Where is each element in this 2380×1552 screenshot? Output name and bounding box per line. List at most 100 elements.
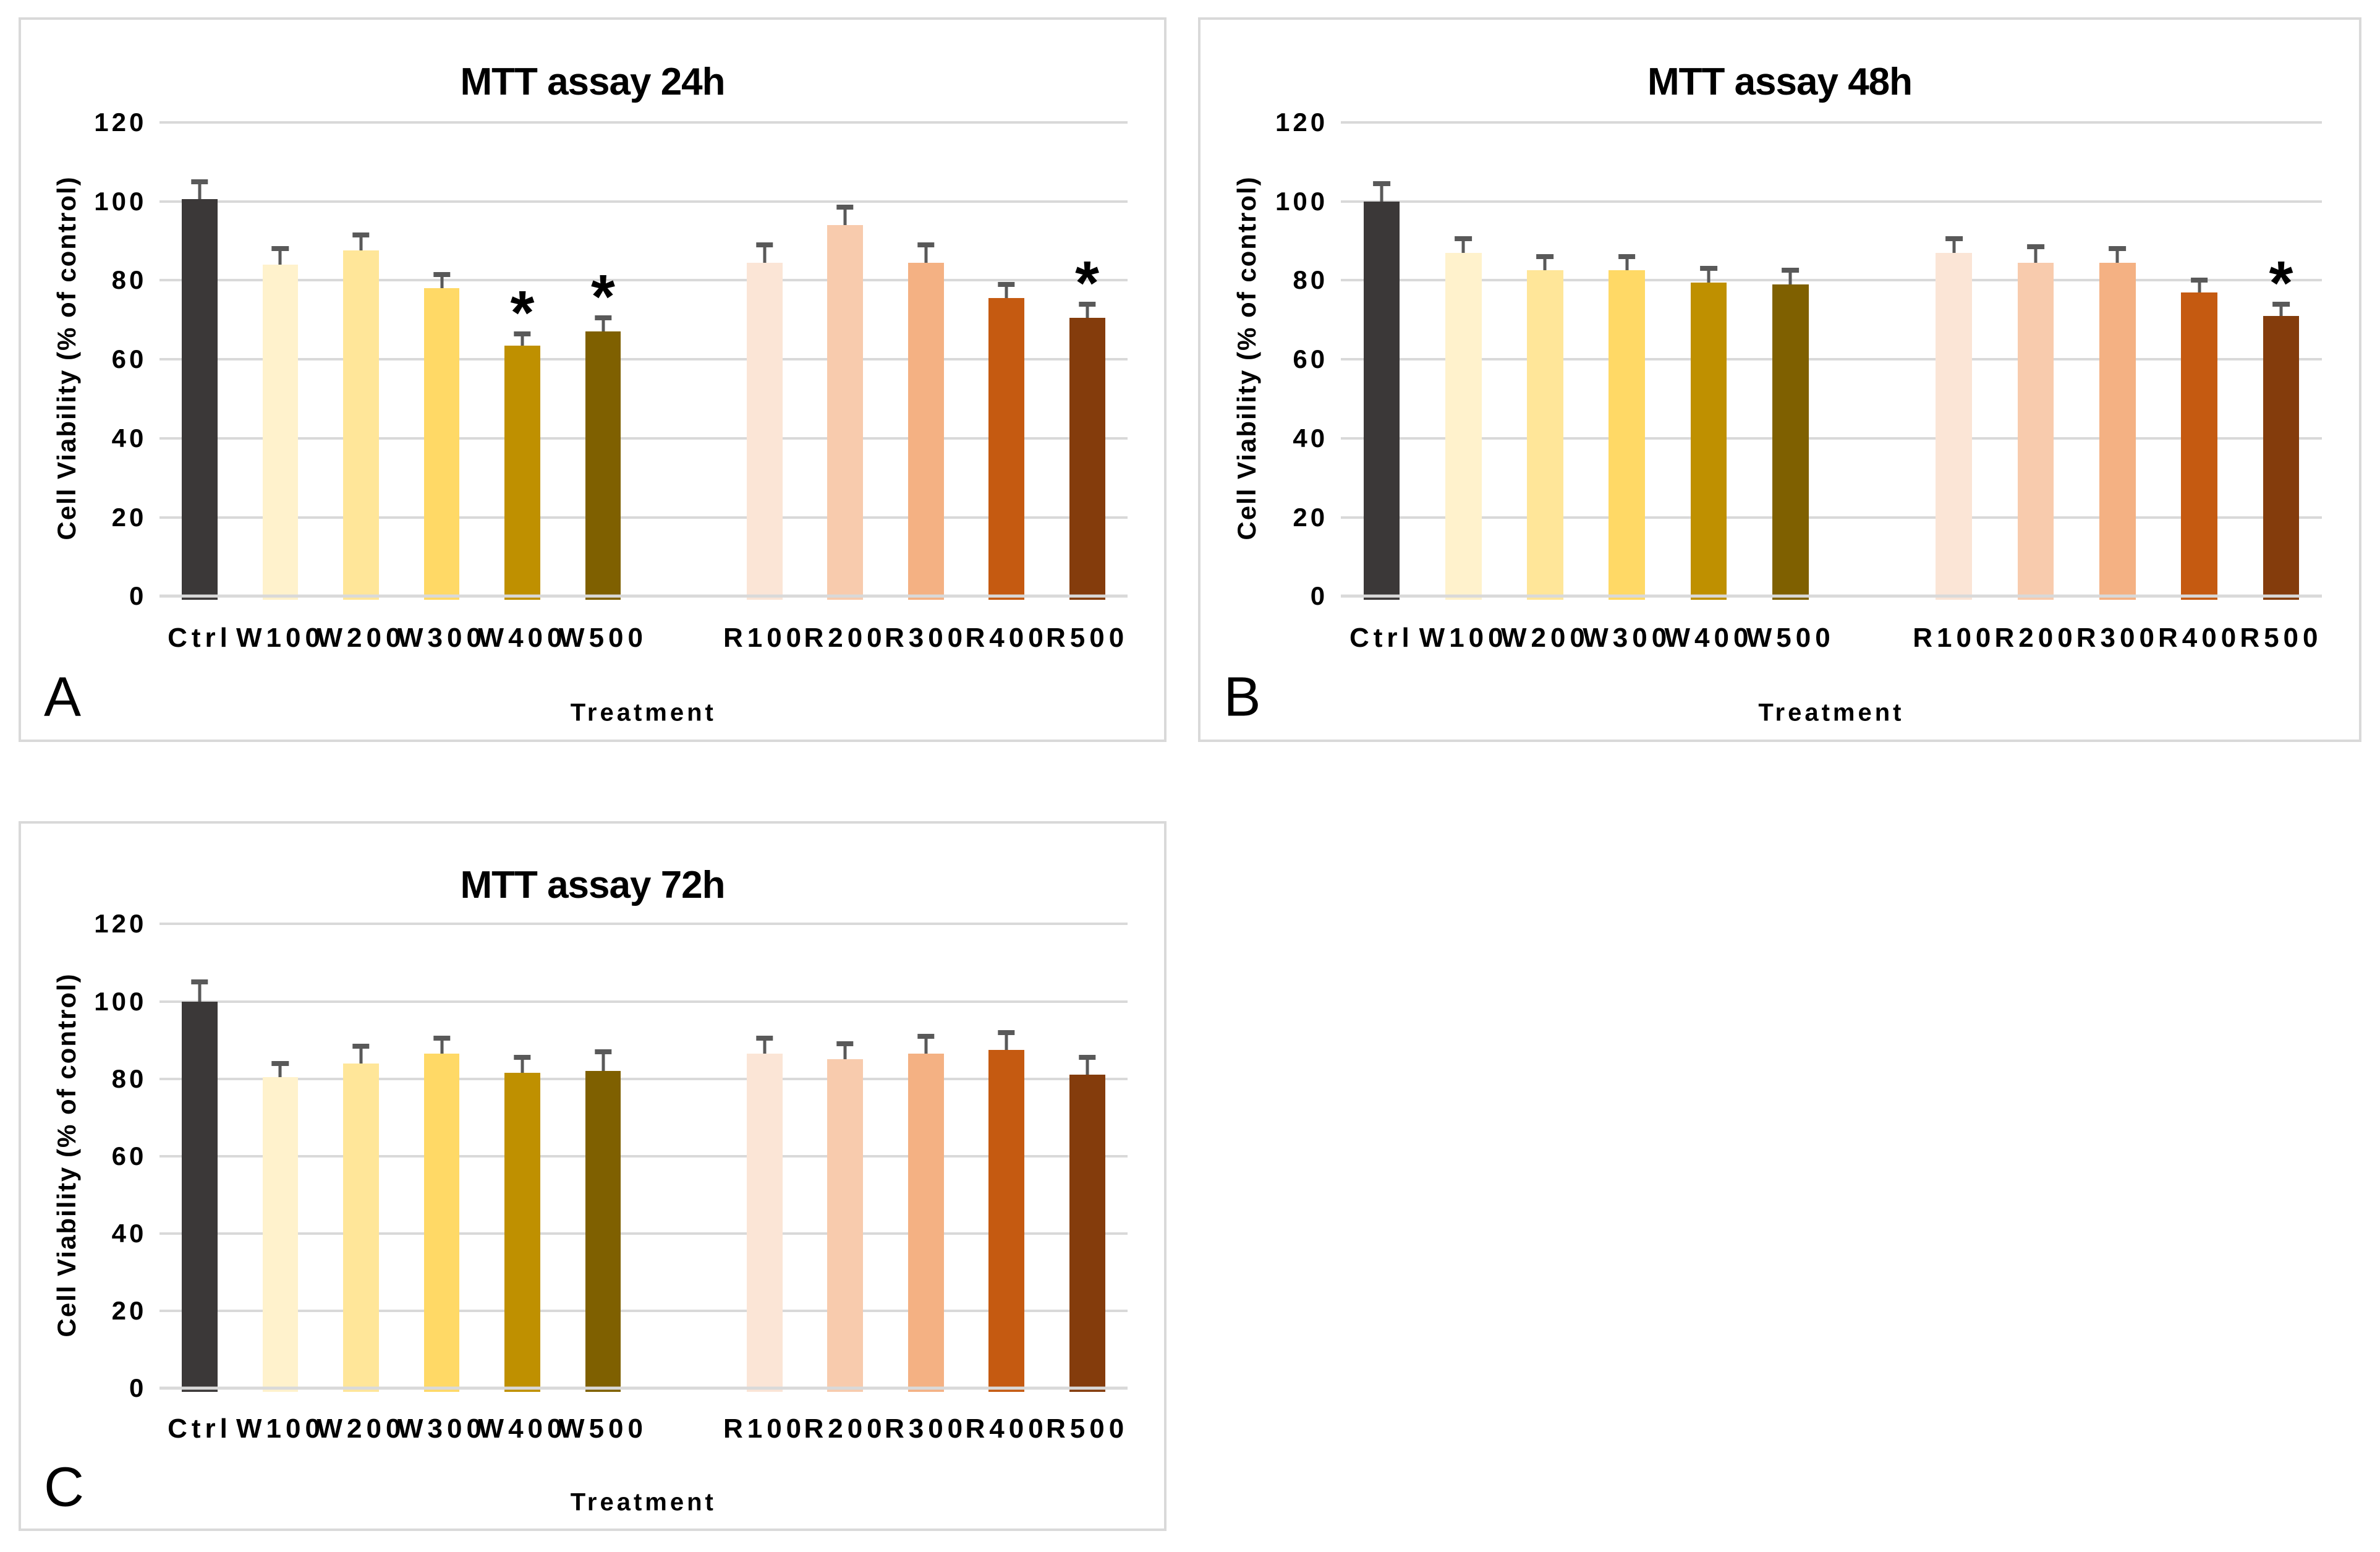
error-bar-R200: [843, 207, 847, 225]
x-category-label-W500: W500: [559, 622, 647, 653]
error-bar-cap-R300: [917, 242, 935, 247]
error-bar-R300: [2115, 249, 2119, 263]
x-category-label-R200: R200: [1994, 622, 2077, 653]
error-bar-cap-R200: [836, 1041, 854, 1047]
y-tick-labels: 0 20 40 60 80 100 120: [1201, 108, 1328, 611]
bar-R400: [988, 1049, 1025, 1392]
x-category-label-R500: R500: [1045, 1413, 1129, 1444]
y-tick-label-40: 40: [111, 1218, 147, 1248]
error-bar-cap-R100: [755, 242, 773, 247]
gridline-120: [159, 121, 1128, 124]
error-bar-W300: [440, 1038, 443, 1054]
x-category-label-W100: W100: [236, 1413, 325, 1444]
error-bar-cap-W200: [1536, 254, 1554, 260]
x-category-label-W100: W100: [236, 622, 325, 653]
bar-R200: [2017, 262, 2054, 600]
bar-W300: [423, 1054, 460, 1392]
x-category-label-R400: R400: [2158, 622, 2241, 653]
gridline-60: [1340, 358, 2323, 361]
gridline-40: [159, 1232, 1128, 1235]
error-bar-cap-W100: [271, 246, 289, 252]
error-bar-cap-Ctrl: [1372, 181, 1390, 186]
bar-R400: [988, 298, 1025, 600]
error-bar-R300: [924, 1036, 928, 1054]
y-tick-labels: 0 20 40 60 80 100 120: [21, 108, 147, 611]
error-bar-cap-R400: [998, 1030, 1015, 1035]
y-tick-label-80: 80: [1293, 265, 1328, 295]
x-category-label-R300: R300: [2076, 622, 2159, 653]
error-bar-R500: [1086, 1057, 1089, 1075]
panel-c: MTT assay 72h Cell Viability (% of contr…: [19, 821, 1167, 1531]
error-bar-cap-R200: [836, 205, 854, 210]
error-bar-R400: [1005, 1032, 1008, 1050]
x-axis-title: Treatment: [1758, 699, 1905, 727]
x-axis-title: Treatment: [570, 699, 716, 727]
gridline-120: [159, 923, 1128, 926]
error-bar-cap-W200: [352, 1043, 370, 1049]
error-bar-cap-R100: [1945, 236, 1963, 242]
x-category-label-W200: W200: [317, 622, 406, 653]
x-category-label-R200: R200: [804, 1413, 886, 1444]
y-tick-label-20: 20: [1293, 502, 1328, 532]
error-bar-W400: [521, 333, 524, 346]
bar-W100: [262, 1077, 299, 1392]
error-bar-W300: [440, 274, 443, 289]
error-bar-Ctrl: [198, 982, 202, 1002]
x-category-label-W200: W200: [1500, 622, 1589, 653]
y-tick-labels: 0 20 40 60 80 100 120: [21, 909, 147, 1402]
x-category-label-Ctrl: Ctrl: [168, 622, 232, 653]
bar-R500: [1069, 1075, 1105, 1392]
x-category-label-W300: W300: [397, 622, 486, 653]
bar-W500: [585, 1071, 621, 1392]
error-bar-R100: [1952, 239, 1956, 253]
gridline-100: [159, 200, 1128, 203]
bar-R400: [2181, 292, 2217, 600]
error-bar-W400: [521, 1057, 524, 1073]
bar-R300: [907, 1054, 944, 1392]
x-category-label-W300: W300: [397, 1413, 486, 1444]
chart-title: MTT assay 24h: [460, 61, 725, 104]
gridline-100: [1340, 200, 2323, 203]
x-category-label-R300: R300: [884, 622, 967, 653]
bar-R300: [907, 262, 944, 600]
x-category-label-R200: R200: [804, 622, 886, 653]
x-axis-line: [159, 1386, 1128, 1390]
error-bar-cap-W200: [352, 232, 370, 237]
error-bar-cap-R400: [2190, 278, 2208, 283]
error-bar-R400: [1005, 284, 1008, 299]
bar-W400: [1690, 282, 1727, 600]
gridline-60: [159, 358, 1128, 361]
gridline-80: [159, 1077, 1128, 1080]
error-bar-cap-W300: [433, 271, 451, 277]
significance-star-R500: *: [2269, 248, 2293, 318]
error-bar-cap-R300: [2109, 246, 2127, 252]
x-category-label-R100: R100: [723, 1413, 806, 1444]
y-tick-label-100: 100: [94, 186, 147, 216]
gridline-20: [159, 516, 1128, 519]
y-tick-label-120: 120: [1275, 107, 1328, 137]
bar-R100: [746, 262, 783, 600]
x-category-label-R500: R500: [1045, 622, 1129, 653]
bar-W200: [343, 250, 379, 600]
error-bar-Ctrl: [1380, 183, 1383, 202]
y-tick-label-100: 100: [94, 986, 147, 1016]
y-tick-label-0: 0: [1310, 581, 1328, 611]
panel-letter: B: [1223, 666, 1261, 728]
y-tick-label-80: 80: [111, 1064, 147, 1093]
error-bar-cap-R200: [2027, 244, 2044, 250]
error-bar-W200: [1543, 257, 1547, 271]
gridline-40: [159, 437, 1128, 440]
error-bar-cap-W400: [514, 1055, 531, 1060]
error-bar-R500: [1086, 304, 1089, 318]
error-bar-R100: [763, 1038, 767, 1054]
plot-area: *: [1340, 121, 2323, 600]
error-bar-cap-R500: [1078, 301, 1096, 307]
y-tick-label-60: 60: [111, 1141, 147, 1170]
error-bar-R300: [924, 244, 928, 263]
bar-W100: [262, 264, 299, 600]
error-bar-cap-Ctrl: [191, 979, 208, 985]
plot-area: * * *: [159, 121, 1128, 600]
x-category-label-W300: W300: [1583, 622, 1672, 653]
bar-Ctrl: [182, 1001, 218, 1392]
error-bar-R500: [2279, 304, 2283, 316]
